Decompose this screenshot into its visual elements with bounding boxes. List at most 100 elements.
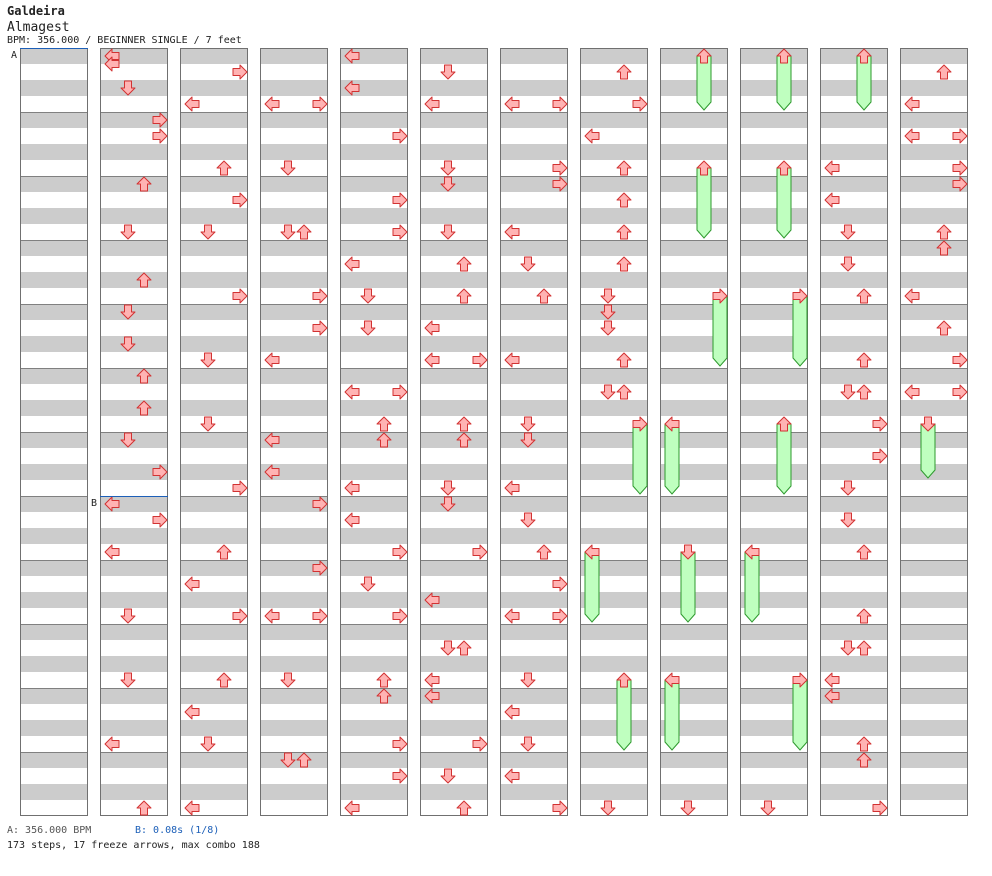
beat-stripe bbox=[180, 48, 248, 64]
beat-stripe bbox=[900, 528, 968, 544]
down-arrow-icon bbox=[120, 80, 136, 96]
beat-stripe bbox=[420, 624, 488, 640]
down-arrow-icon bbox=[840, 480, 856, 496]
freeze-arrow bbox=[632, 423, 648, 495]
beat-stripe bbox=[420, 432, 488, 448]
beat-stripe bbox=[420, 464, 488, 480]
right-arrow-icon bbox=[472, 736, 488, 752]
beat-stripe bbox=[420, 304, 488, 320]
beat-stripe bbox=[180, 784, 248, 800]
left-arrow-icon bbox=[824, 160, 840, 176]
beat-stripe bbox=[260, 496, 328, 512]
beat-stripe bbox=[900, 48, 968, 64]
beat-stripe bbox=[180, 208, 248, 224]
up-arrow-icon bbox=[696, 160, 712, 176]
beat-stripe bbox=[260, 368, 328, 384]
beat-stripe bbox=[420, 240, 488, 256]
beat-stripe bbox=[900, 112, 968, 128]
down-arrow-icon bbox=[840, 640, 856, 656]
beat-stripe bbox=[20, 272, 88, 288]
beat-stripe bbox=[260, 272, 328, 288]
left-arrow-icon bbox=[424, 352, 440, 368]
beat-stripe bbox=[580, 528, 648, 544]
beat-stripe bbox=[420, 400, 488, 416]
beat-stripe bbox=[20, 720, 88, 736]
beat-stripe bbox=[180, 624, 248, 640]
left-arrow-icon bbox=[504, 480, 520, 496]
left-arrow-icon bbox=[344, 800, 360, 816]
right-arrow-icon bbox=[312, 96, 328, 112]
marker-b-stop: B: 0.08s (1/8) bbox=[135, 825, 220, 836]
freeze-arrow bbox=[776, 423, 792, 495]
left-arrow-icon bbox=[504, 352, 520, 368]
right-arrow-icon bbox=[392, 544, 408, 560]
beat-stripe bbox=[660, 144, 728, 160]
left-arrow-icon bbox=[264, 464, 280, 480]
left-arrow-icon bbox=[904, 96, 920, 112]
down-arrow-icon bbox=[520, 256, 536, 272]
beat-stripe bbox=[260, 176, 328, 192]
down-arrow-icon bbox=[840, 224, 856, 240]
beat-stripe bbox=[900, 784, 968, 800]
beat-stripe bbox=[260, 656, 328, 672]
beat-stripe bbox=[820, 240, 888, 256]
chart-stats: 173 steps, 17 freeze arrows, max combo 1… bbox=[7, 840, 260, 851]
beat-stripe bbox=[20, 336, 88, 352]
freeze-arrow bbox=[616, 679, 632, 751]
left-arrow-icon bbox=[584, 128, 600, 144]
up-arrow-icon bbox=[616, 352, 632, 368]
up-arrow-icon bbox=[376, 416, 392, 432]
beat-stripe bbox=[20, 176, 88, 192]
beat-stripe bbox=[420, 560, 488, 576]
beat-stripe bbox=[500, 144, 568, 160]
down-arrow-icon bbox=[600, 304, 616, 320]
beat-stripe bbox=[260, 560, 328, 576]
left-arrow-icon bbox=[184, 576, 200, 592]
beat-stripe bbox=[340, 112, 408, 128]
right-arrow-icon bbox=[872, 800, 888, 816]
up-arrow-icon bbox=[296, 224, 312, 240]
down-arrow-icon bbox=[200, 416, 216, 432]
beat-stripe bbox=[340, 400, 408, 416]
beat-stripe bbox=[500, 208, 568, 224]
beat-stripe bbox=[500, 336, 568, 352]
up-arrow-icon bbox=[616, 256, 632, 272]
beat-stripe bbox=[20, 368, 88, 384]
up-arrow-icon bbox=[536, 288, 552, 304]
beat-stripe bbox=[260, 208, 328, 224]
beat-stripe bbox=[260, 48, 328, 64]
left-arrow-icon bbox=[664, 416, 680, 432]
beat-stripe bbox=[500, 688, 568, 704]
beat-stripe bbox=[340, 528, 408, 544]
right-arrow-icon bbox=[952, 384, 968, 400]
beat-stripe bbox=[340, 752, 408, 768]
beat-stripe bbox=[580, 80, 648, 96]
beat-stripe bbox=[340, 336, 408, 352]
left-arrow-icon bbox=[344, 256, 360, 272]
down-arrow-icon bbox=[680, 544, 696, 560]
beat-stripe bbox=[820, 272, 888, 288]
beat-stripe bbox=[260, 624, 328, 640]
down-arrow-icon bbox=[520, 416, 536, 432]
beat-stripe bbox=[820, 752, 888, 768]
beat-stripe bbox=[20, 208, 88, 224]
beat-stripe bbox=[420, 272, 488, 288]
left-arrow-icon bbox=[264, 608, 280, 624]
beat-stripe bbox=[820, 176, 888, 192]
up-arrow-icon bbox=[536, 544, 552, 560]
beat-stripe bbox=[580, 784, 648, 800]
right-arrow-icon bbox=[232, 64, 248, 80]
left-arrow-icon bbox=[824, 672, 840, 688]
freeze-arrow bbox=[792, 295, 808, 367]
freeze-arrow bbox=[696, 55, 712, 111]
beat-stripe bbox=[260, 400, 328, 416]
right-arrow-icon bbox=[392, 736, 408, 752]
beat-stripe bbox=[20, 80, 88, 96]
right-arrow-icon bbox=[392, 768, 408, 784]
up-arrow-icon bbox=[136, 400, 152, 416]
marker-label: B bbox=[91, 498, 97, 509]
left-arrow-icon bbox=[504, 768, 520, 784]
beat-stripe bbox=[900, 336, 968, 352]
beat-stripe bbox=[740, 624, 808, 640]
left-arrow-icon bbox=[264, 432, 280, 448]
